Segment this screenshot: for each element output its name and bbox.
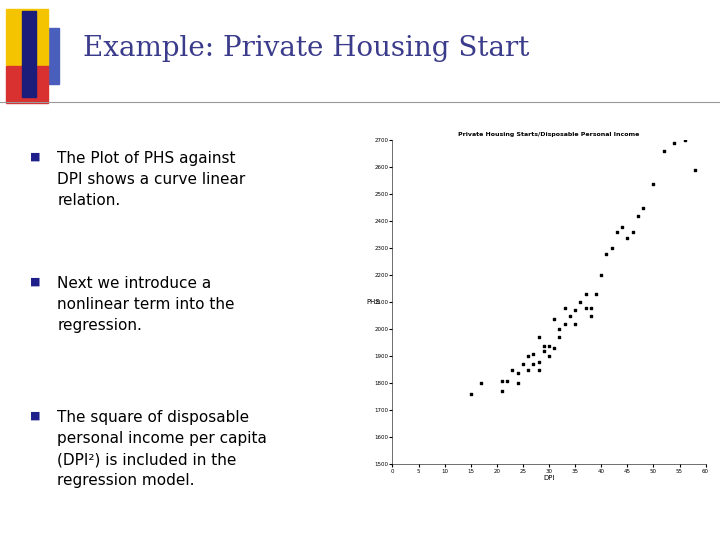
Bar <box>22 11 36 97</box>
Text: ■: ■ <box>30 410 40 421</box>
Point <box>512 379 523 388</box>
Point <box>679 136 690 145</box>
Point <box>554 325 565 334</box>
Point <box>564 312 576 320</box>
Point <box>668 139 680 147</box>
Point <box>616 222 628 231</box>
Text: Next we introduce a
nonlinear term into the
regression.: Next we introduce a nonlinear term into … <box>57 276 235 334</box>
X-axis label: DPI: DPI <box>544 475 554 481</box>
Point <box>523 366 534 374</box>
Point <box>544 341 555 350</box>
Point <box>496 387 508 396</box>
Point <box>533 366 544 374</box>
Point <box>512 368 523 377</box>
Point <box>528 349 539 358</box>
Point <box>523 352 534 361</box>
Point <box>559 320 570 328</box>
Point <box>606 244 618 253</box>
Point <box>580 290 591 299</box>
Point <box>632 212 644 220</box>
Text: ■: ■ <box>30 276 40 287</box>
Point <box>554 333 565 342</box>
Point <box>544 352 555 361</box>
Bar <box>6 9 48 65</box>
Point <box>575 298 586 307</box>
Point <box>517 360 528 369</box>
Point <box>621 233 633 242</box>
Point <box>538 341 549 350</box>
Point <box>528 360 539 369</box>
Point <box>533 333 544 342</box>
Bar <box>30 28 59 84</box>
Point <box>465 390 477 399</box>
Text: Example: Private Housing Start: Example: Private Housing Start <box>83 35 529 62</box>
Point <box>637 204 649 212</box>
Point <box>611 228 623 237</box>
Point <box>475 379 487 388</box>
Point <box>595 271 607 280</box>
Point <box>585 303 596 312</box>
Point <box>507 366 518 374</box>
Bar <box>6 66 48 103</box>
Point <box>690 166 701 174</box>
Text: The Plot of PHS against
DPI shows a curve linear
relation.: The Plot of PHS against DPI shows a curv… <box>57 151 246 208</box>
Text: The square of disposable
personal income per capita
(DPI²) is included in the
re: The square of disposable personal income… <box>57 410 267 488</box>
Point <box>549 344 560 353</box>
Point <box>590 290 602 299</box>
Point <box>648 179 660 188</box>
Point <box>533 357 544 366</box>
Point <box>658 147 670 156</box>
Point <box>626 228 639 237</box>
Point <box>501 376 513 385</box>
Point <box>538 347 549 355</box>
Title: Private Housing Starts/Disposable Personal Income: Private Housing Starts/Disposable Person… <box>459 132 639 137</box>
Point <box>585 312 596 320</box>
Point <box>559 303 570 312</box>
Point <box>570 306 581 315</box>
Point <box>600 249 612 258</box>
Text: ■: ■ <box>30 151 40 161</box>
Point <box>496 376 508 385</box>
Y-axis label: PHS: PHS <box>366 299 379 306</box>
Point <box>549 314 560 323</box>
Point <box>580 303 591 312</box>
Point <box>570 320 581 328</box>
